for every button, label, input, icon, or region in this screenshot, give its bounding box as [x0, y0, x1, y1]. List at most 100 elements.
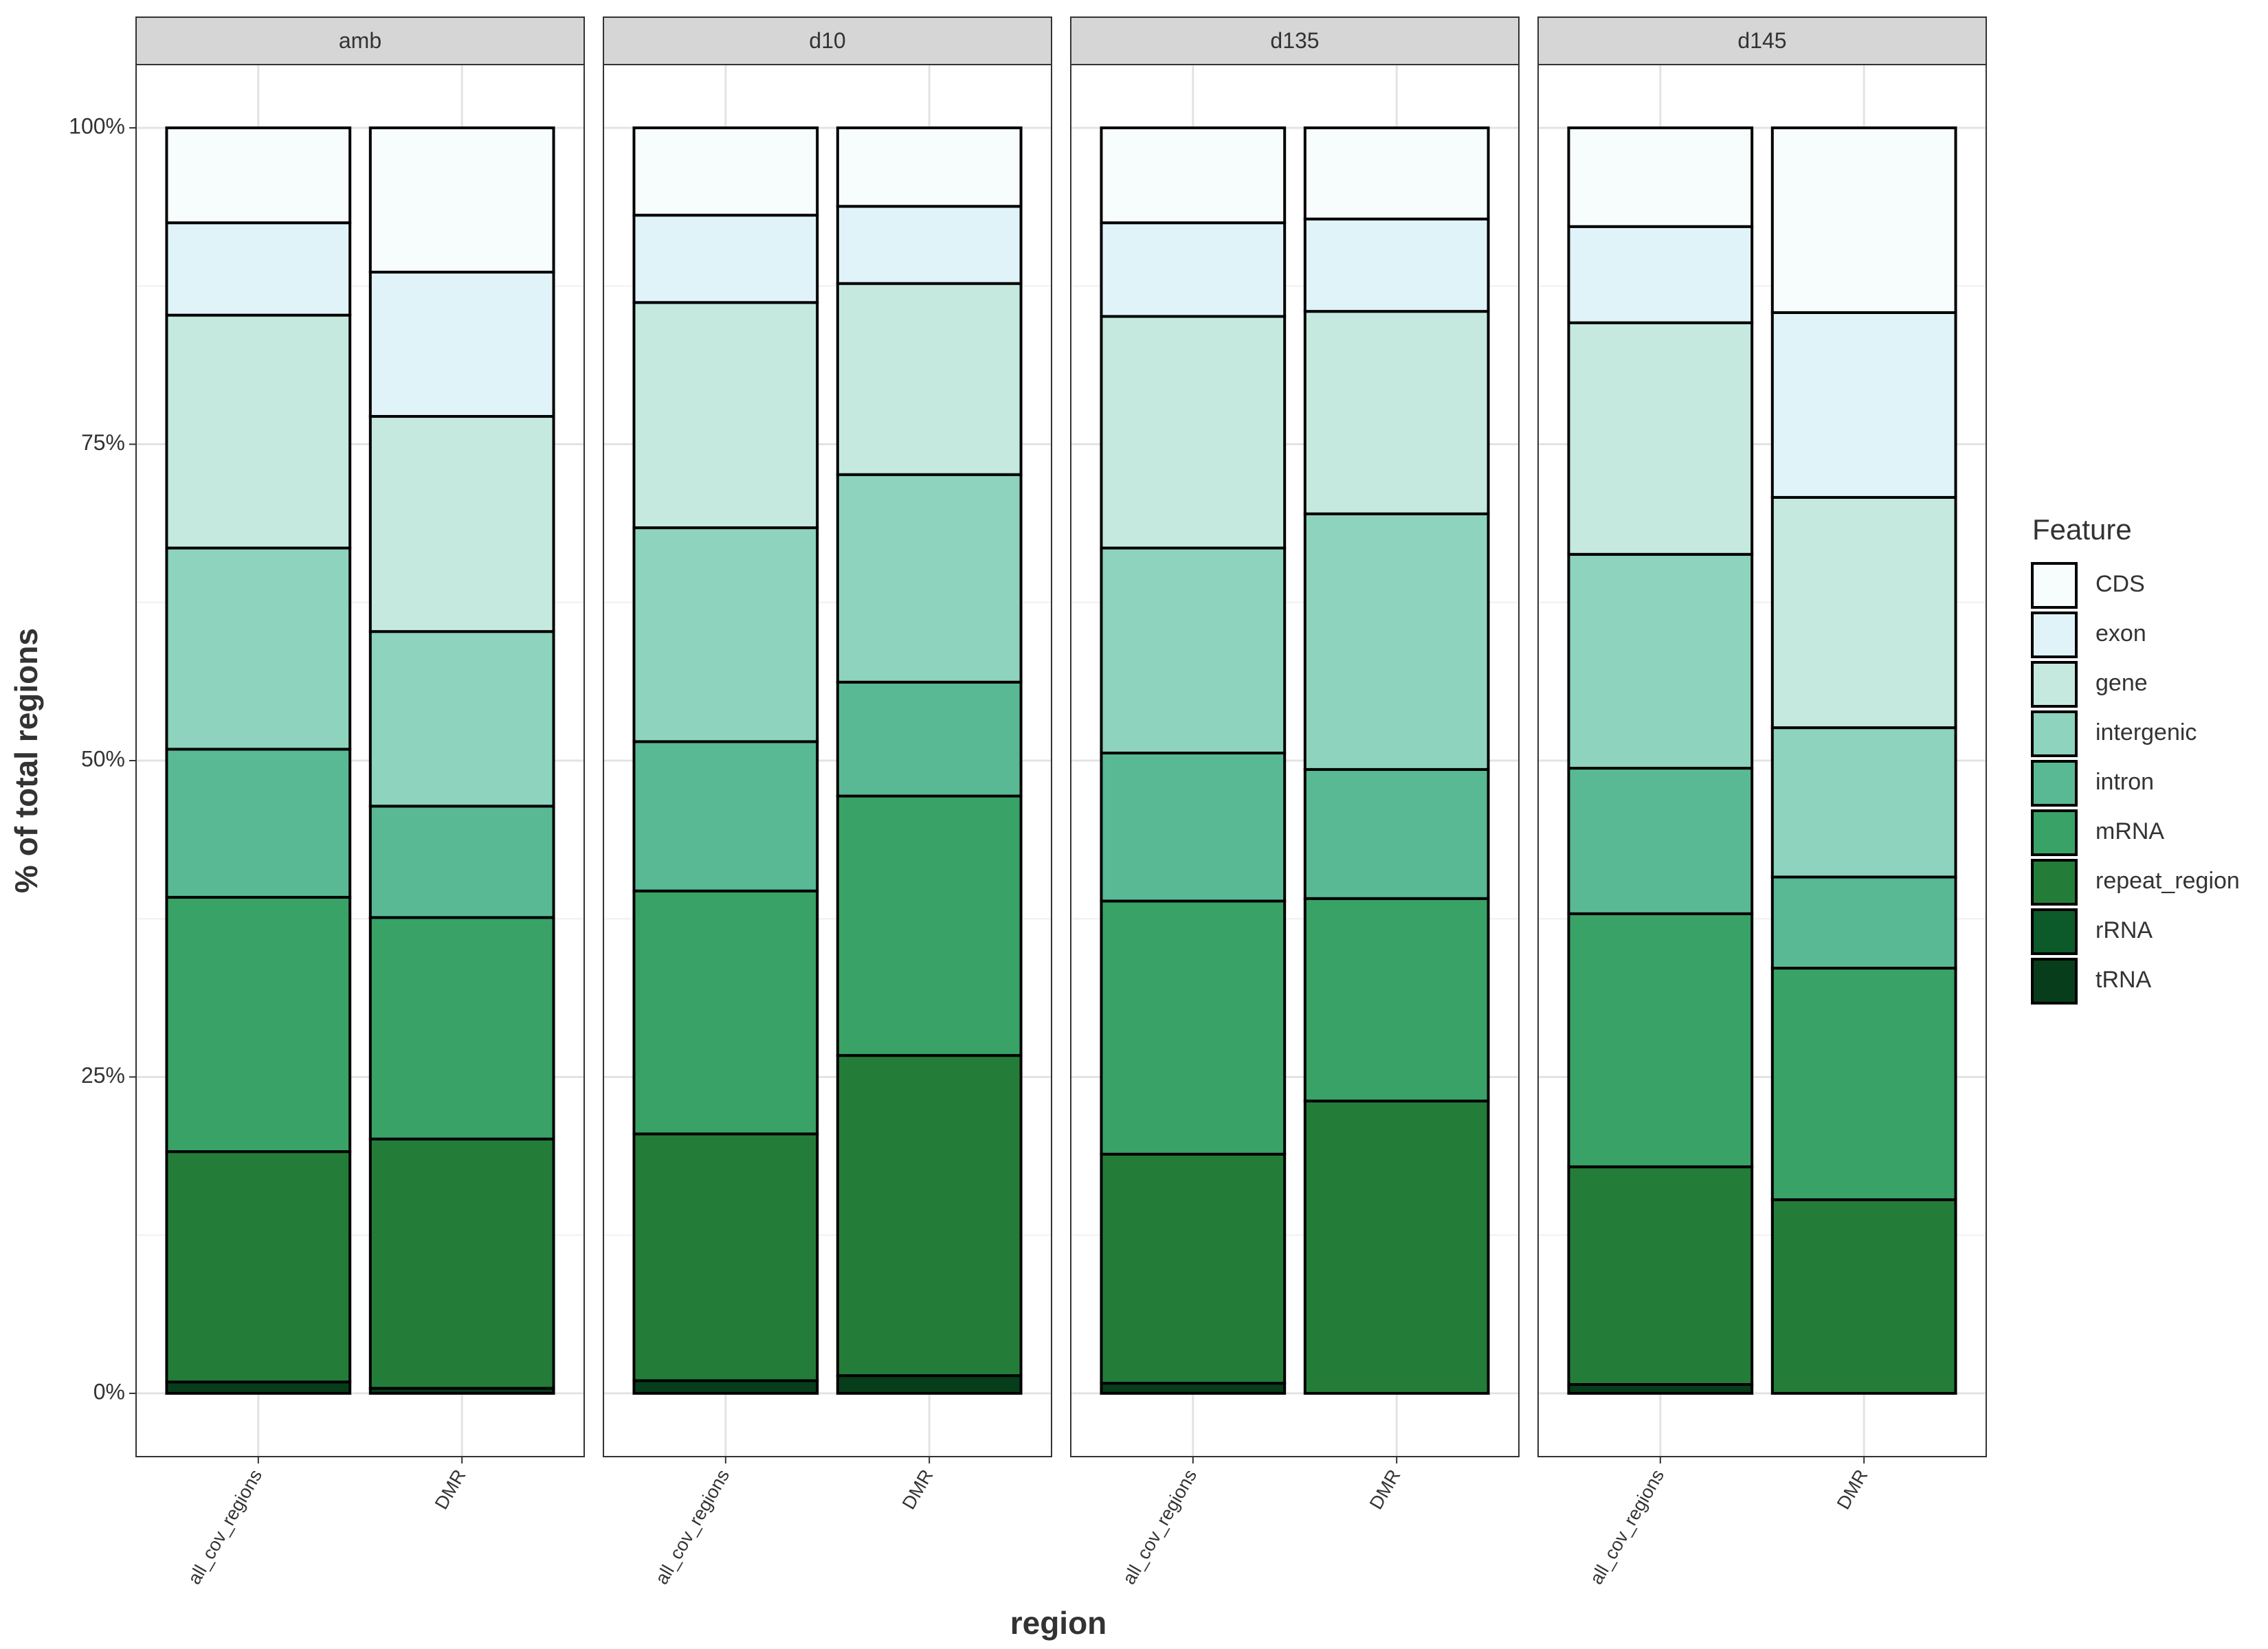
- facet-strip: [1070, 16, 1520, 65]
- legend-key: [2031, 908, 2078, 955]
- y-axis-title: % of total regions: [8, 628, 44, 893]
- bar-segment: [1567, 912, 1754, 1169]
- bar-segment: [632, 1132, 819, 1382]
- bar-segment: [836, 205, 1023, 285]
- bar-segment: [368, 805, 555, 919]
- legend-label: CDS: [2095, 571, 2145, 597]
- bar-segment: [836, 680, 1023, 798]
- x-tick-label: DMR: [898, 1466, 937, 1513]
- bar-segment: [1567, 126, 1754, 228]
- panel-border: [603, 64, 1052, 1457]
- legend-label: mRNA: [2095, 818, 2164, 844]
- legend-title: Feature: [2032, 513, 2132, 546]
- bar-segment: [165, 221, 352, 317]
- x-tick-label: all_cov_regions: [184, 1466, 266, 1588]
- bar-segment: [1567, 552, 1754, 770]
- bar-segment: [165, 546, 352, 751]
- bar-segment: [1303, 217, 1490, 313]
- facet-strip: [1537, 16, 1987, 65]
- x-tick-label: DMR: [1833, 1466, 1872, 1513]
- bar-segment: [1770, 311, 1957, 499]
- bar-segment: [1100, 899, 1287, 1156]
- bar-segment: [632, 301, 819, 530]
- legend-label: tRNA: [2095, 967, 2152, 993]
- bar-segment: [1567, 1165, 1754, 1387]
- bar-segment: [632, 1379, 819, 1395]
- bar-segment: [1770, 1198, 1957, 1395]
- bar-segment: [1567, 225, 1754, 324]
- bar-segment: [368, 630, 555, 808]
- bar-segment: [1567, 767, 1754, 915]
- bar-segment: [1770, 126, 1957, 314]
- bar-segment: [368, 126, 555, 274]
- bar-segment: [165, 313, 352, 550]
- facet-strip: [135, 16, 585, 65]
- bar-segment: [1770, 726, 1957, 879]
- bar-segment: [1770, 875, 1957, 970]
- legend-key: [2031, 661, 2078, 708]
- facet-label: d145: [1737, 28, 1786, 53]
- bar-segment: [836, 126, 1023, 208]
- facet-label: amb: [339, 28, 381, 53]
- bar-segment: [1303, 126, 1490, 221]
- bar-segment: [632, 526, 819, 743]
- bar-segment: [1770, 967, 1957, 1202]
- bar-segment: [165, 748, 352, 899]
- bar-segment: [1567, 321, 1754, 556]
- legend-key: [2031, 710, 2078, 757]
- bar-segment: [1100, 546, 1287, 754]
- bar-segment: [632, 889, 819, 1136]
- legend-key: [2031, 760, 2078, 807]
- y-tick-label: 100%: [69, 114, 125, 139]
- bar-segment: [632, 214, 819, 304]
- bar-segment: [165, 1150, 352, 1384]
- bar-segment: [836, 1054, 1023, 1378]
- bar-segment: [632, 740, 819, 893]
- bar-segment: [836, 282, 1023, 476]
- facet-strip: [603, 16, 1052, 65]
- bar-segment: [1303, 767, 1490, 900]
- legend-label: intron: [2095, 769, 2154, 795]
- legend-key: [2031, 562, 2078, 609]
- bar-segment: [368, 916, 555, 1141]
- bar-segment: [1770, 495, 1957, 730]
- legend-label: gene: [2095, 670, 2148, 696]
- bar-segment: [836, 1374, 1023, 1395]
- x-tick-label: all_cov_regions: [651, 1466, 733, 1588]
- bar-segment: [1100, 126, 1287, 225]
- bar-segment: [836, 794, 1023, 1057]
- bar-segment: [1100, 1382, 1287, 1395]
- panel-border: [1070, 64, 1520, 1457]
- legend-label: intergenic: [2095, 719, 2197, 745]
- x-tick-label: DMR: [1366, 1466, 1405, 1513]
- bar-segment: [1303, 310, 1490, 515]
- x-tick-label: all_cov_regions: [1118, 1466, 1201, 1588]
- bar-segment: [836, 473, 1023, 684]
- legend-key: [2031, 809, 2078, 856]
- y-tick-label: 75%: [81, 430, 125, 455]
- y-tick-label: 50%: [81, 746, 125, 771]
- bar-segment: [165, 126, 352, 225]
- legend-key: [2031, 958, 2078, 1005]
- bar-segment: [368, 415, 555, 633]
- legend-label: repeat_region: [2095, 868, 2240, 894]
- bar-segment: [1100, 315, 1287, 550]
- legend-key: [2031, 612, 2078, 658]
- legend-label: exon: [2095, 620, 2146, 647]
- legend-label: rRNA: [2095, 917, 2153, 943]
- facet-label: d10: [809, 28, 845, 53]
- bar-segment: [632, 126, 819, 217]
- y-tick-label: 25%: [81, 1063, 125, 1088]
- bar-segment: [1303, 512, 1490, 771]
- bar-segment: [368, 1137, 555, 1390]
- legend-key: [2031, 859, 2078, 906]
- x-tick-label: all_cov_regions: [1586, 1466, 1668, 1588]
- facet-label: d135: [1270, 28, 1319, 53]
- bar-segment: [165, 1380, 352, 1395]
- bar-segment: [1303, 1099, 1490, 1395]
- bar-segment: [1100, 751, 1287, 903]
- x-axis-title: region: [1010, 1605, 1107, 1641]
- y-tick-label: 0%: [93, 1379, 125, 1404]
- x-tick-label: DMR: [431, 1466, 470, 1513]
